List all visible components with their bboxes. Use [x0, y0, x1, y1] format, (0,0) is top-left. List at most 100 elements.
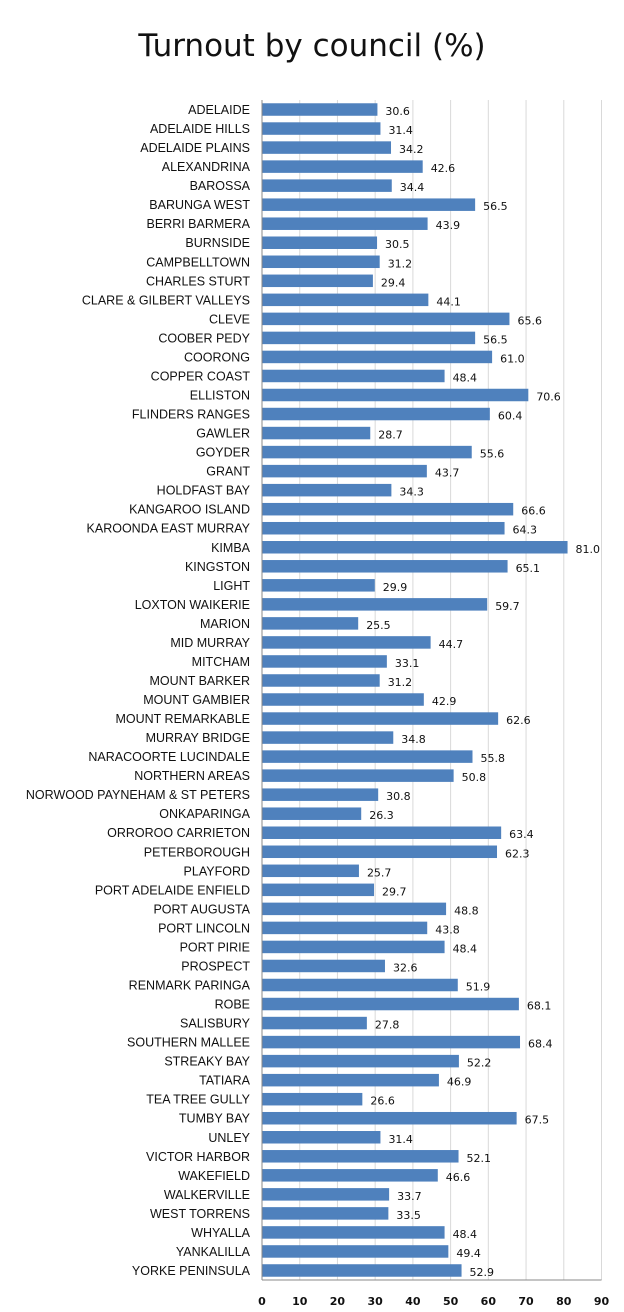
category-label: PLAYFORD	[184, 864, 250, 878]
category-label: HOLDFAST BAY	[157, 484, 251, 498]
category-label: VICTOR HARBOR	[146, 1150, 250, 1164]
data-label: 26.3	[369, 809, 394, 822]
bar	[262, 1169, 438, 1182]
x-tick-label: 10	[292, 1295, 308, 1308]
data-label: 29.7	[382, 885, 407, 898]
bar	[262, 750, 473, 763]
category-label: YORKE PENINSULA	[132, 1264, 251, 1278]
bar	[262, 541, 568, 554]
bar	[262, 997, 519, 1011]
category-label: KIMBA	[211, 541, 251, 555]
x-tick-label: 0	[258, 1295, 266, 1308]
data-label: 46.9	[447, 1076, 472, 1089]
x-tick-label: 80	[556, 1295, 572, 1308]
bar	[262, 312, 510, 326]
bar	[262, 769, 454, 782]
category-label: KAROONDA EAST MURRAY	[87, 522, 251, 536]
bar	[262, 1054, 459, 1068]
bar	[262, 369, 445, 383]
bar	[262, 141, 392, 154]
category-label: CAMPBELLTOWN	[146, 255, 250, 269]
bar	[262, 179, 392, 192]
category-label: ADELAIDE	[188, 103, 250, 117]
category-label: COPPER COAST	[151, 369, 251, 383]
data-label: 50.8	[462, 771, 487, 784]
data-label: 28.7	[378, 429, 403, 442]
category-label: STREAKY BAY	[164, 1055, 250, 1069]
category-label: CLARE & GILBERT VALLEYS	[82, 293, 250, 307]
data-label: 65.1	[516, 562, 541, 575]
data-label: 51.9	[466, 981, 491, 994]
bar	[262, 655, 387, 668]
data-label: 48.8	[454, 904, 479, 917]
bar	[262, 331, 476, 345]
bar	[262, 845, 498, 859]
bar	[262, 864, 359, 878]
data-label: 59.7	[495, 600, 520, 613]
x-tick-label: 40	[405, 1295, 421, 1308]
data-label: 64.3	[513, 524, 538, 537]
data-label: 60.4	[498, 410, 523, 423]
data-label: 61.0	[500, 352, 525, 365]
data-label: 62.3	[505, 847, 529, 860]
x-tick-label: 70	[518, 1295, 534, 1308]
bar	[262, 350, 493, 364]
category-label: BERRI BARMERA	[147, 217, 251, 231]
chart-title: Turnout by council (%)	[138, 28, 486, 64]
category-label: PORT PIRIE	[180, 940, 250, 954]
data-label: 34.4	[400, 181, 425, 194]
bar	[262, 445, 472, 459]
bar	[262, 921, 428, 935]
bar	[262, 959, 385, 973]
data-label: 55.8	[480, 752, 505, 765]
category-label: ROBE	[215, 998, 250, 1012]
category-label: LOXTON WAIKERIE	[135, 598, 250, 612]
bar	[262, 1245, 449, 1258]
data-label: 30.6	[385, 105, 410, 118]
x-tick-label: 90	[594, 1295, 610, 1308]
data-label: 30.8	[386, 790, 411, 803]
data-label: 31.4	[388, 1133, 413, 1146]
data-label: 52.1	[467, 1152, 492, 1165]
bar	[262, 198, 476, 211]
bar	[262, 407, 490, 421]
category-label: BARUNGA WEST	[149, 198, 250, 212]
bar	[262, 1111, 517, 1125]
bar	[262, 1264, 462, 1277]
data-label: 42.6	[431, 162, 456, 175]
category-label: TUMBY BAY	[179, 1112, 251, 1126]
category-label: PORT LINCOLN	[158, 921, 250, 935]
category-label: MITCHAM	[192, 655, 250, 669]
data-label: 31.2	[388, 257, 413, 270]
x-tick-label: 20	[330, 1295, 346, 1308]
x-tick-label: 50	[443, 1295, 459, 1308]
data-label: 30.5	[385, 238, 410, 251]
bar	[262, 103, 378, 116]
bar	[262, 521, 505, 535]
category-label: CLEVE	[209, 312, 250, 326]
category-label: BURNSIDE	[185, 236, 250, 250]
data-label: 44.1	[436, 295, 461, 308]
category-label: ALEXANDRINA	[162, 160, 251, 174]
data-label: 29.9	[383, 581, 408, 594]
category-label: MURRAY BRIDGE	[146, 731, 250, 745]
data-label: 48.4	[453, 371, 478, 384]
category-label: COORONG	[184, 350, 250, 364]
category-label: RENMARK PARINGA	[129, 979, 251, 993]
category-label: GRANT	[206, 465, 250, 479]
bar	[262, 579, 375, 592]
data-label: 33.5	[396, 1209, 421, 1222]
bar	[262, 1226, 445, 1239]
data-label: 34.2	[399, 143, 424, 156]
bar	[262, 1035, 521, 1049]
bar	[262, 502, 514, 516]
bar	[262, 274, 373, 288]
data-label: 25.7	[367, 866, 392, 879]
category-label: YANKALILLA	[176, 1245, 251, 1259]
bar	[262, 1131, 381, 1144]
category-label: ADELAIDE HILLS	[150, 122, 250, 136]
data-label: 33.7	[397, 1190, 422, 1203]
bar	[262, 1092, 363, 1106]
category-label: WAKEFIELD	[178, 1169, 250, 1183]
data-label: 62.6	[506, 714, 531, 727]
